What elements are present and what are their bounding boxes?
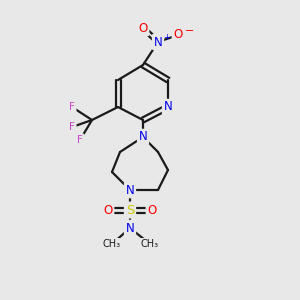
Text: CH₃: CH₃	[141, 239, 159, 249]
Text: F: F	[77, 135, 83, 145]
Text: N: N	[126, 221, 134, 235]
Text: O: O	[138, 22, 148, 34]
Text: S: S	[126, 203, 134, 217]
Text: N: N	[164, 100, 172, 113]
Text: N: N	[126, 184, 134, 196]
Text: O: O	[173, 28, 183, 41]
Text: O: O	[147, 203, 157, 217]
Text: N: N	[154, 35, 162, 49]
Text: CH₃: CH₃	[103, 239, 121, 249]
Text: N: N	[139, 130, 147, 143]
Text: −: −	[185, 26, 194, 36]
Text: +: +	[163, 32, 170, 41]
Text: F: F	[69, 122, 75, 132]
Text: O: O	[103, 203, 112, 217]
Text: F: F	[69, 102, 75, 112]
